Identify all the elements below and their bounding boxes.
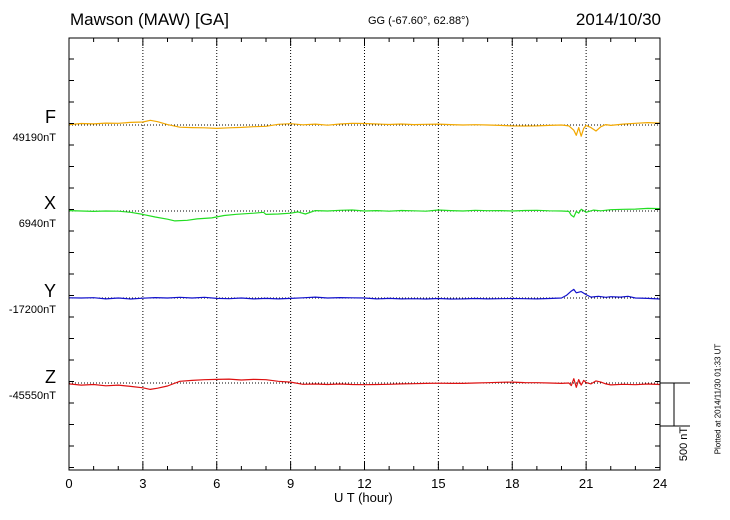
baseline-label-f: 49190nT <box>12 132 56 144</box>
baseline-label-x: 6940nT <box>18 218 56 230</box>
x-tick-label: 21 <box>579 476 593 491</box>
baseline-label-y: -17200nT <box>8 304 56 316</box>
component-label-z: Z <box>45 367 56 387</box>
trace-x <box>68 207 661 222</box>
geographic-coords: GG (-67.60°, 62.88°) <box>368 15 470 27</box>
x-axis-label: U T (hour) <box>334 490 393 505</box>
x-tick-label: 15 <box>431 476 445 491</box>
station-title: Mawson (MAW) [GA] <box>70 10 229 29</box>
x-tick-label: 18 <box>505 476 519 491</box>
component-label-x: X <box>43 193 56 213</box>
series-lines <box>68 119 661 390</box>
axis-ticks: 0 3 6 9 12 15 18 21 24 <box>65 38 667 491</box>
x-tick-label: 3 <box>139 476 146 491</box>
plotted-timestamp: Plotted at 2014/11/30 01:33 UT <box>713 343 723 455</box>
trace-z <box>68 378 661 390</box>
x-tick-label: 12 <box>357 476 371 491</box>
component-label-y: Y <box>43 281 56 301</box>
grid <box>142 38 587 470</box>
x-tick-label: 24 <box>653 476 667 491</box>
trace-y <box>68 288 661 300</box>
scale-bar <box>660 382 690 427</box>
x-tick-label: 0 <box>65 476 72 491</box>
scale-bar-label: 500 nT <box>678 426 690 462</box>
component-label-f: F <box>45 107 56 127</box>
trace-f <box>68 119 661 137</box>
plot-date: 2014/10/30 <box>575 10 661 29</box>
x-tick-label: 6 <box>213 476 220 491</box>
x-tick-label: 9 <box>287 476 294 491</box>
baseline-label-z: -45550nT <box>8 390 56 402</box>
